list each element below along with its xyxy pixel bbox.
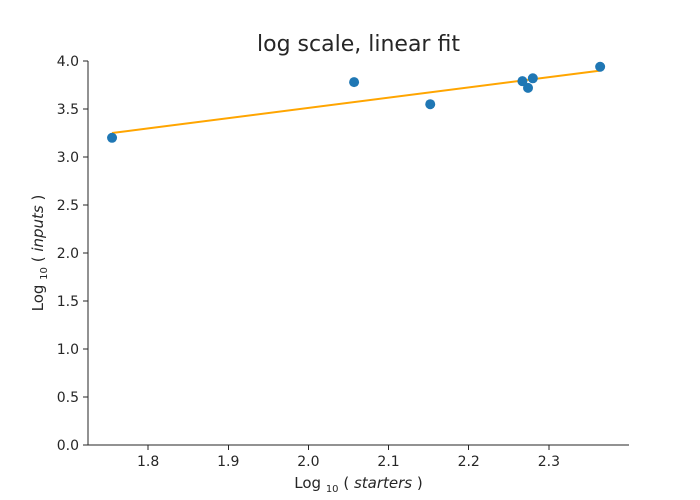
x-axis-label-open-paren: ( [343,474,349,492]
y-axis-label-variable: inputs [29,205,47,252]
scatter-point [517,76,528,87]
x-axis-label-variable: starters [354,474,412,492]
y-axis-label-close-paren: ) [29,195,47,201]
plot-marks [107,61,606,143]
y-axis-label-open-paren: ( [29,256,47,262]
y-ticks: 0.0 0.5 1.0 1.5 2.0 2.5 3.0 3.5 4.0 [57,54,88,454]
scatter-point [527,73,538,84]
y-axis-label-subscript: 10 [39,267,50,280]
y-tick-label: 0.0 [57,438,79,454]
x-axis-label-close-paren: ) [417,474,423,492]
y-tick-label: 2.0 [57,246,79,262]
scatter-point [107,132,118,143]
y-tick-label: 3.0 [57,150,79,166]
scatter-point [349,77,360,88]
y-tick-label: 0.5 [57,390,79,406]
x-axis-label: Log 10 ( starters ) [294,474,423,496]
y-tick-label: 4.0 [57,54,79,70]
y-axis-label-prefix: Log [29,285,47,312]
y-tick-label: 2.5 [57,198,79,214]
y-tick-label: 1.0 [57,342,79,358]
scatter-point [595,61,606,72]
x-tick-label: 2.3 [538,454,560,470]
x-tick-label: 2.1 [377,454,399,470]
scatter-point [523,82,534,93]
chart-title: log scale, linear fit [257,32,460,57]
x-tick-label: 1.8 [137,454,159,470]
y-tick-label: 1.5 [57,294,79,310]
x-tick-label: 2.0 [297,454,319,470]
x-axis-label-subscript: 10 [326,484,339,495]
x-tick-label: 1.9 [217,454,239,470]
x-axis-label-prefix: Log [294,474,321,492]
y-tick-label: 3.5 [57,102,79,118]
y-axis-label: Log 10 ( inputs ) [29,195,51,312]
x-tick-label: 2.2 [458,454,480,470]
scatter-point [425,99,436,110]
x-ticks: 1.8 1.9 2.0 2.1 2.2 2.3 [137,445,560,470]
